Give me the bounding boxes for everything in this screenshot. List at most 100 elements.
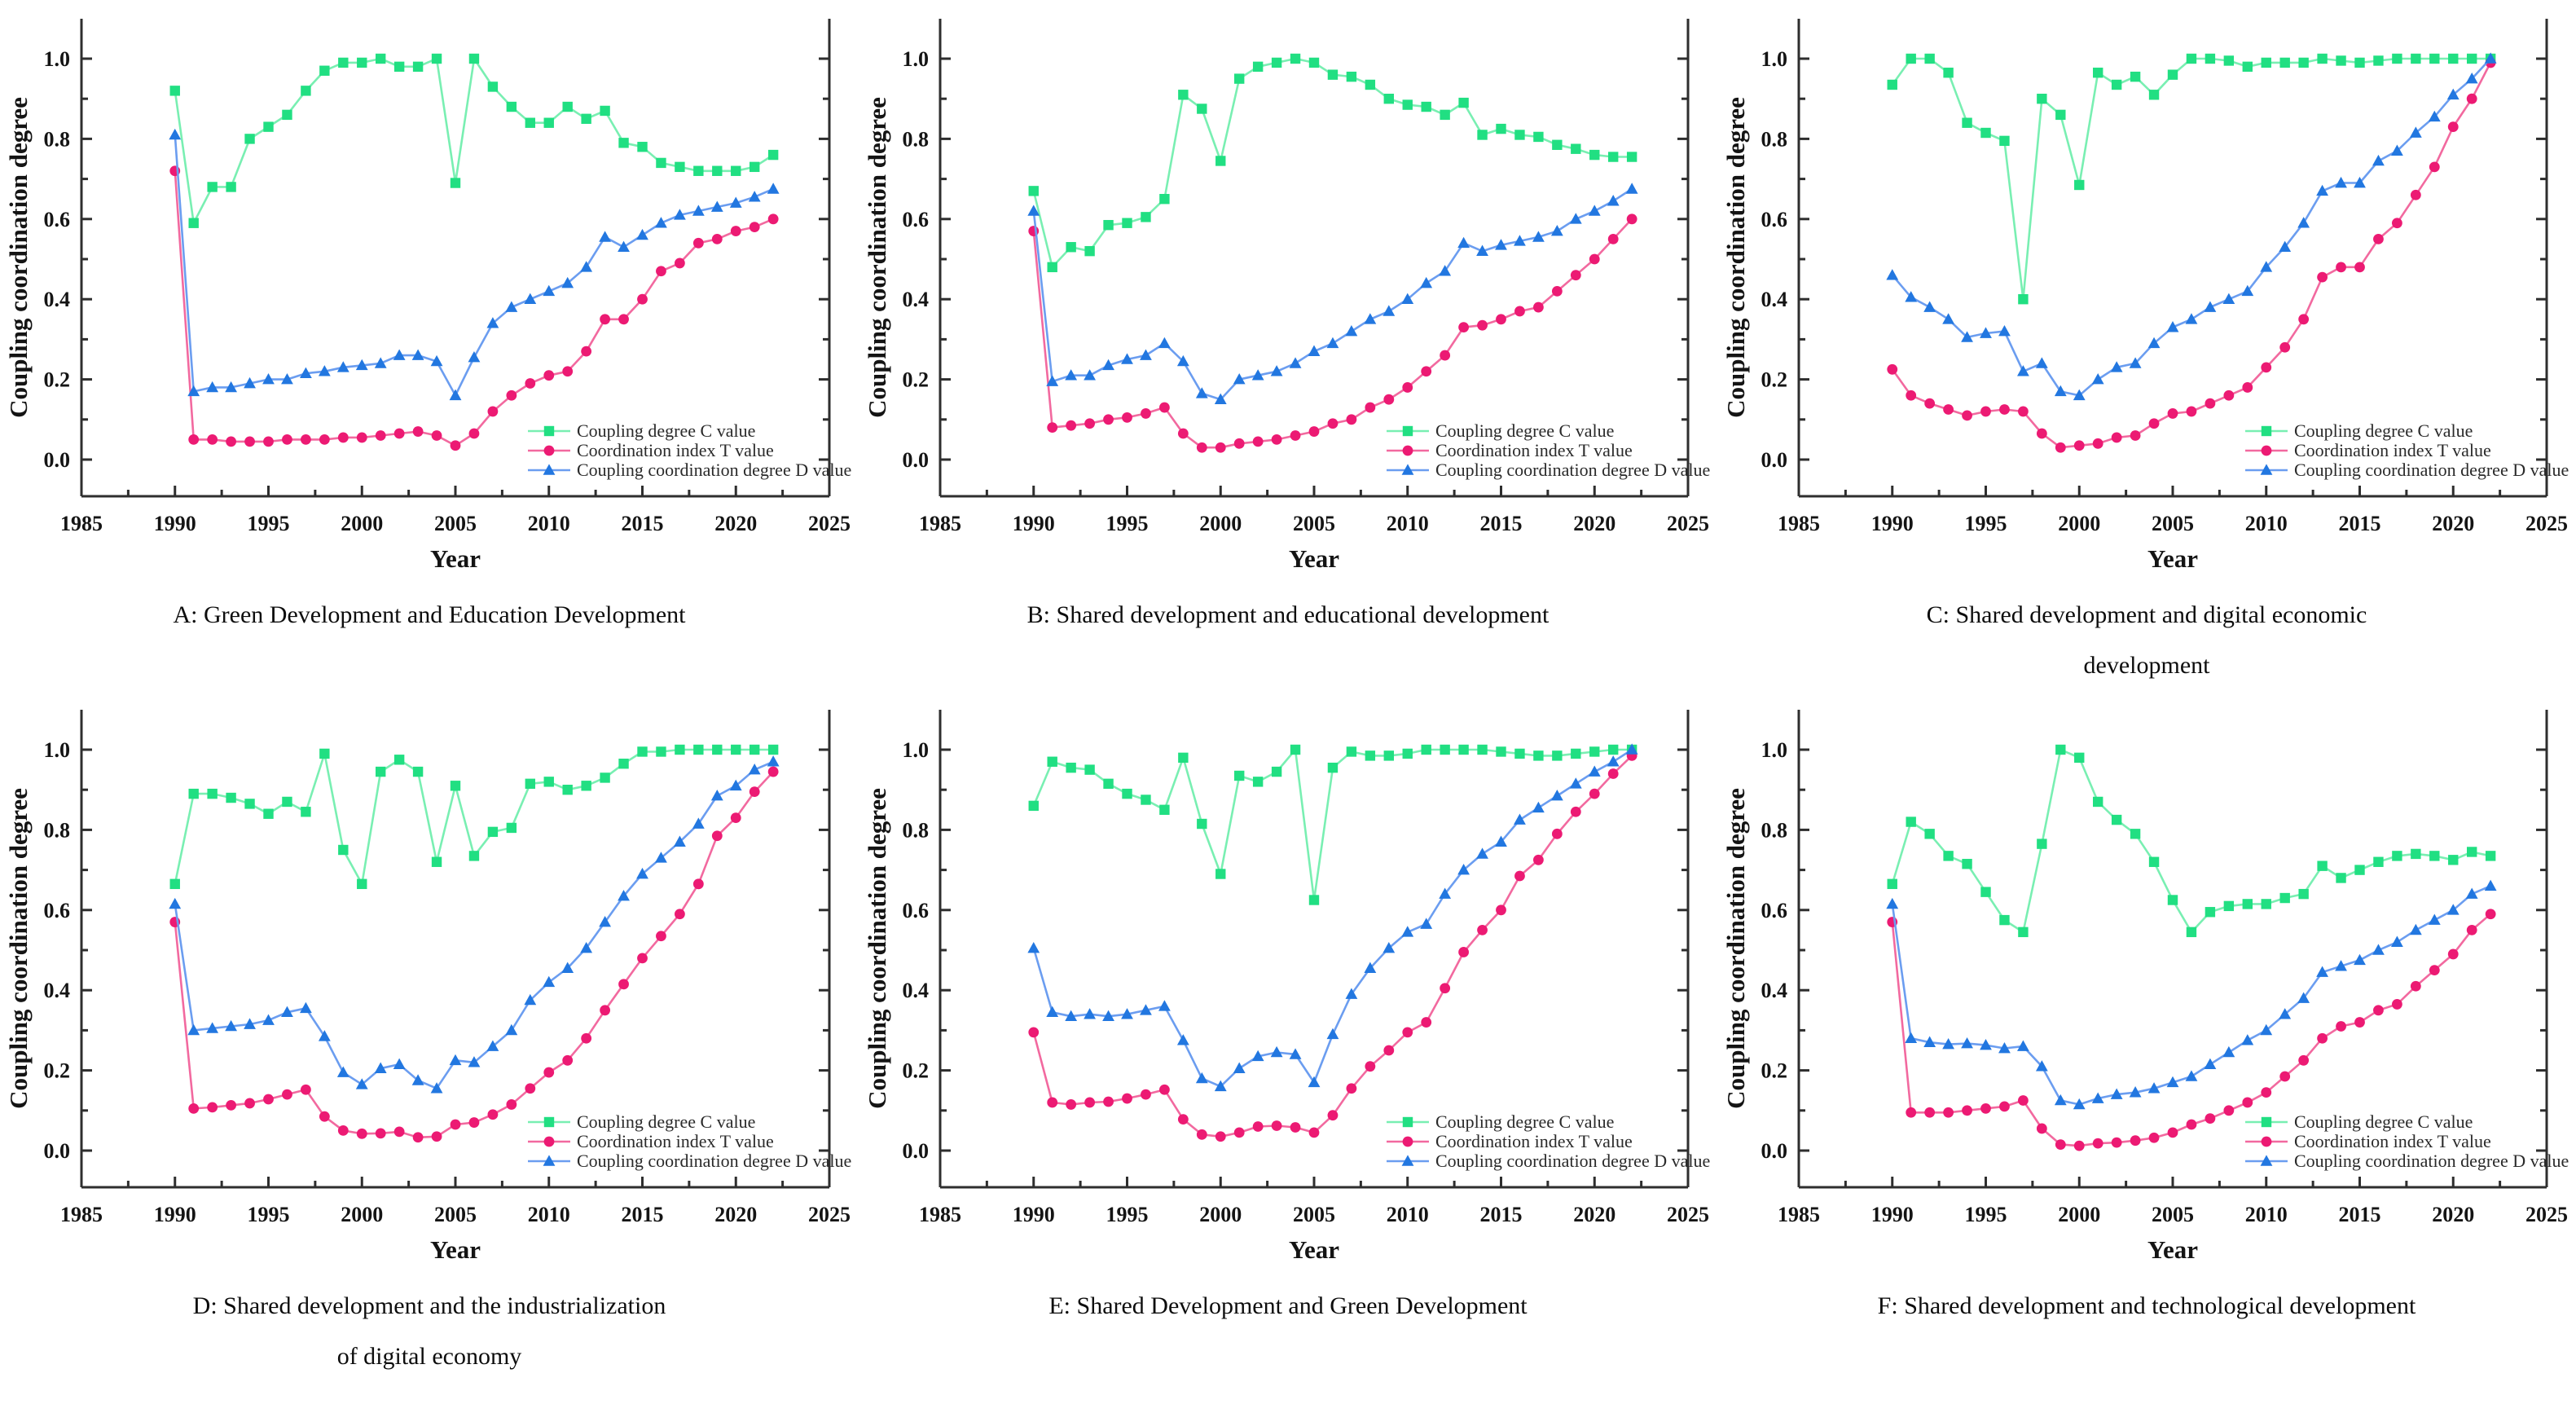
svg-text:0.0: 0.0 xyxy=(1761,1139,1788,1163)
svg-text:0.0: 0.0 xyxy=(44,448,71,472)
axis-labels: 0.0 0.2 0.4 0.6 0.8 1.0 1985 1990 1995 2000 2005 20… xyxy=(1721,738,2568,1264)
svg-text:2015: 2015 xyxy=(622,512,664,535)
svg-text:Coordination index T value: Coordination index T value xyxy=(2294,1131,2491,1151)
svg-text:0.4: 0.4 xyxy=(1761,979,1788,1002)
series-square-A xyxy=(169,53,779,228)
svg-text:Year: Year xyxy=(2147,544,2198,573)
svg-text:Year: Year xyxy=(430,544,481,573)
caption-a: A: Green Development and Education Devel… xyxy=(0,579,859,691)
svg-text:0.4: 0.4 xyxy=(44,288,71,311)
series-triangle-E xyxy=(1027,743,1638,1092)
svg-text:0.0: 0.0 xyxy=(903,1139,930,1163)
caption-d-line-2: of digital economy xyxy=(336,1343,522,1370)
caption-c-line-2: development xyxy=(2083,652,2210,679)
caption-f: F: Shared development and technological … xyxy=(1717,1270,2576,1382)
svg-text:Coupling coordination degree D: Coupling coordination degree D value xyxy=(577,1151,851,1171)
svg-text:2015: 2015 xyxy=(1480,512,1523,535)
svg-text:Coupling coordination degree: Coupling coordination degree xyxy=(1721,788,1750,1109)
svg-text:Year: Year xyxy=(430,1235,481,1264)
series-circle-D xyxy=(169,766,779,1143)
svg-text:1990: 1990 xyxy=(1871,1203,1914,1226)
caption-f-line-1: F: Shared development and technological … xyxy=(1877,1292,2416,1319)
svg-text:2010: 2010 xyxy=(2245,1203,2288,1226)
series-triangle-B xyxy=(1027,183,1638,404)
svg-text:1985: 1985 xyxy=(1778,512,1820,535)
panel-d: 0.0 0.2 0.4 0.6 0.8 1.0 1985 1990 1995 2000 2005 20… xyxy=(0,691,859,1382)
svg-text:Coupling coordination degree: Coupling coordination degree xyxy=(863,97,891,418)
axis-labels: 0.0 0.2 0.4 0.6 0.8 1.0 1985 1990 1995 2000 2005 20… xyxy=(4,738,851,1264)
svg-text:0.0: 0.0 xyxy=(44,1139,71,1163)
axis-labels: 0.0 0.2 0.4 0.6 0.8 1.0 1985 1990 1995 2000 2005 20… xyxy=(863,738,1709,1264)
caption-e-line-2 xyxy=(859,1331,1717,1382)
svg-text:2015: 2015 xyxy=(622,1203,664,1226)
svg-text:2020: 2020 xyxy=(2432,512,2474,535)
svg-text:2000: 2000 xyxy=(2058,512,2100,535)
svg-text:2000: 2000 xyxy=(341,512,383,535)
svg-text:1.0: 1.0 xyxy=(1761,738,1788,762)
svg-text:2020: 2020 xyxy=(714,1203,757,1226)
svg-text:1990: 1990 xyxy=(1013,1203,1055,1226)
panel-e: 0.0 0.2 0.4 0.6 0.8 1.0 1985 1990 1995 2000 2005 20… xyxy=(859,691,1717,1382)
svg-text:0.2: 0.2 xyxy=(44,1059,71,1083)
svg-text:0.2: 0.2 xyxy=(44,368,71,392)
svg-text:2025: 2025 xyxy=(808,1203,851,1226)
svg-text:2005: 2005 xyxy=(1293,1203,1335,1226)
axes xyxy=(1797,710,2548,1189)
svg-text:0.6: 0.6 xyxy=(1761,899,1788,922)
svg-text:Coordination index T value: Coordination index T value xyxy=(577,440,774,460)
svg-text:Coupling coordination degree D: Coupling coordination degree D value xyxy=(1435,1151,1710,1171)
svg-text:Coupling degree C value: Coupling degree C value xyxy=(2294,420,2473,441)
panel-c: 0.0 0.2 0.4 0.6 0.8 1.0 1985 1990 1995 2000 2005 20… xyxy=(1717,0,2576,691)
svg-text:Coupling coordination degree: Coupling coordination degree xyxy=(4,788,33,1109)
svg-text:0.2: 0.2 xyxy=(903,368,930,392)
chart-c: 0.0 0.2 0.4 0.6 0.8 1.0 1985 1990 1995 2000 2005 20… xyxy=(1721,19,2569,573)
svg-text:Coupling degree C value: Coupling degree C value xyxy=(2294,1111,2473,1132)
series-triangle-D xyxy=(169,755,780,1094)
svg-text:1.0: 1.0 xyxy=(1761,47,1788,71)
axes xyxy=(80,710,831,1189)
svg-text:1985: 1985 xyxy=(60,512,103,535)
caption-e-line-1: E: Shared Development and Green Developm… xyxy=(1048,1292,1528,1319)
series-triangle-A xyxy=(169,128,780,401)
svg-text:0.2: 0.2 xyxy=(1761,368,1788,392)
svg-text:Coupling coordination degree D: Coupling coordination degree D value xyxy=(577,460,851,480)
svg-text:0.8: 0.8 xyxy=(903,818,930,842)
svg-text:1990: 1990 xyxy=(154,512,196,535)
svg-text:2010: 2010 xyxy=(528,512,570,535)
caption-a-line-2 xyxy=(0,640,859,691)
series-circle-C xyxy=(1887,57,2496,453)
svg-text:0.8: 0.8 xyxy=(903,127,930,151)
svg-text:1995: 1995 xyxy=(1965,1203,2007,1226)
svg-text:2020: 2020 xyxy=(1573,1203,1615,1226)
svg-text:Coordination index T value: Coordination index T value xyxy=(1435,1131,1633,1151)
caption-d: D: Shared development and the industrial… xyxy=(0,1270,859,1382)
svg-text:Coupling degree C value: Coupling degree C value xyxy=(1435,1111,1614,1132)
caption-d-line-1: D: Shared development and the industrial… xyxy=(192,1292,666,1319)
svg-text:Year: Year xyxy=(1289,544,1339,573)
svg-text:1995: 1995 xyxy=(1106,1203,1149,1226)
svg-text:2000: 2000 xyxy=(1199,512,1242,535)
svg-text:Coordination index T value: Coordination index T value xyxy=(2294,440,2491,460)
svg-text:1.0: 1.0 xyxy=(903,738,930,762)
svg-text:2015: 2015 xyxy=(2339,1203,2381,1226)
svg-text:Coupling coordination degree: Coupling coordination degree xyxy=(1721,97,1750,418)
svg-text:Coordination index T value: Coordination index T value xyxy=(577,1131,774,1151)
svg-text:0.4: 0.4 xyxy=(903,288,930,311)
axes xyxy=(939,19,1690,498)
axes xyxy=(939,710,1690,1189)
axis-labels: 0.0 0.2 0.4 0.6 0.8 1.0 1985 1990 1995 2000 2005 20… xyxy=(1721,47,2568,573)
svg-text:0.4: 0.4 xyxy=(44,979,71,1002)
svg-text:0.8: 0.8 xyxy=(1761,818,1788,842)
svg-text:2010: 2010 xyxy=(1387,1203,1429,1226)
svg-text:Coupling coordination degree D: Coupling coordination degree D value xyxy=(2294,1151,2569,1171)
svg-text:0.0: 0.0 xyxy=(903,448,930,472)
svg-text:2010: 2010 xyxy=(2245,512,2288,535)
caption-e: E: Shared Development and Green Developm… xyxy=(859,1270,1717,1382)
series-square-B xyxy=(1028,53,1637,273)
caption-b-line-2 xyxy=(859,640,1717,691)
svg-text:2000: 2000 xyxy=(2058,1203,2100,1226)
svg-text:2020: 2020 xyxy=(714,512,757,535)
series-square-F xyxy=(1887,744,2496,938)
svg-text:2025: 2025 xyxy=(1667,1203,1709,1226)
